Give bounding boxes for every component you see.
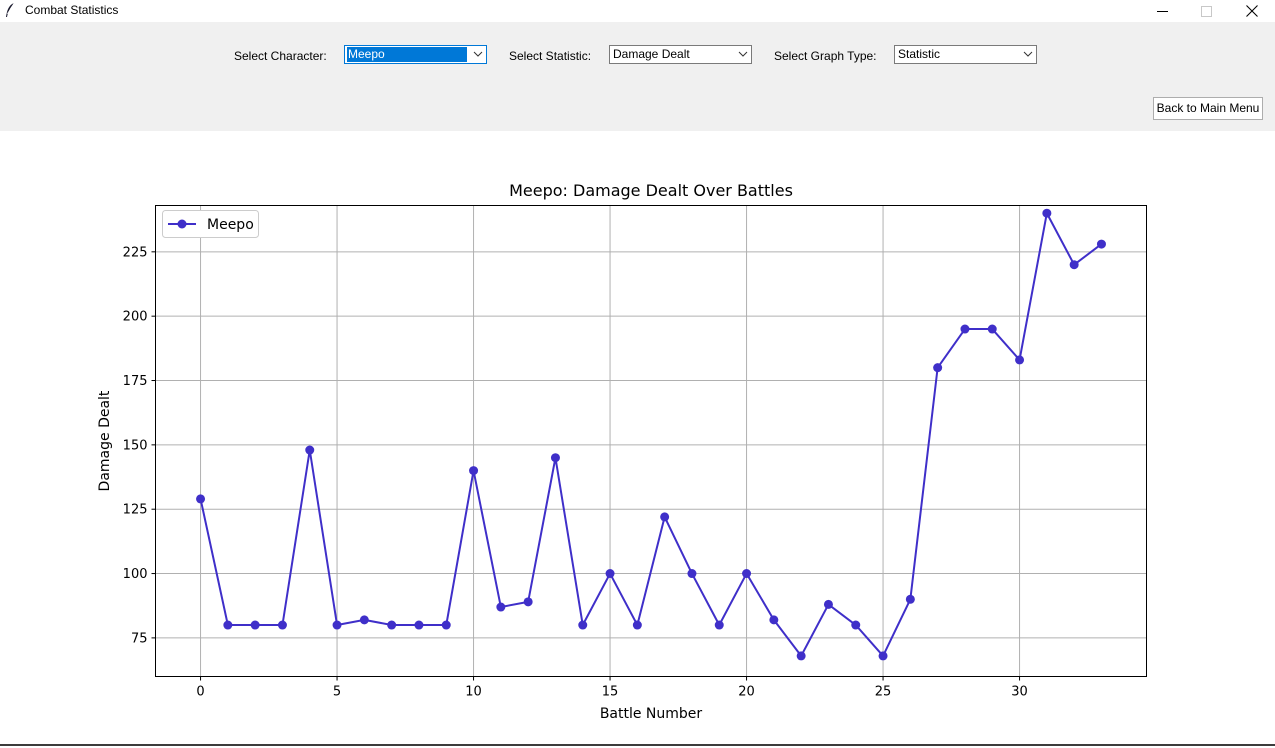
chevron-down-icon [738, 51, 748, 57]
data-point [305, 445, 315, 455]
maximize-icon [1200, 5, 1212, 17]
data-point [550, 453, 560, 463]
chart-area: Meepo: Damage Dealt Over Battles 0 5 10 15 2… [0, 131, 1275, 744]
graph-type-label: Select Graph Type: [774, 49, 877, 63]
x-axis-label: Battle Number [600, 706, 703, 722]
minimize-icon [1156, 10, 1168, 12]
character-label: Select Character: [234, 49, 327, 63]
chart-title: Meepo: Damage Dealt Over Battles [509, 181, 793, 200]
data-point [987, 324, 997, 334]
graph-type-select-value: Statistic [898, 47, 941, 61]
data-point [523, 597, 533, 607]
x-tick-label: 20 [738, 685, 755, 700]
x-tick-label: 30 [1011, 685, 1028, 700]
y-tick-label: 150 [123, 438, 148, 453]
chart-ticks: 0 5 10 15 20 25 30 75 100 125 150 175 200 225 [123, 245, 1028, 699]
window-bottom-border [0, 744, 1275, 746]
chevron-down-icon [1023, 51, 1033, 57]
data-point [578, 620, 588, 630]
line-chart: Meepo: Damage Dealt Over Battles 0 5 10 15 2… [97, 181, 1147, 722]
data-point [441, 620, 451, 630]
data-point [1015, 355, 1025, 365]
y-tick-label: 100 [123, 567, 148, 582]
graph-type-select[interactable]: Statistic [894, 45, 1037, 64]
data-point [878, 651, 888, 661]
data-point [714, 620, 724, 630]
legend-box [162, 210, 259, 238]
chevron-down-icon [473, 51, 483, 57]
data-point [250, 620, 260, 630]
y-tick-label: 200 [123, 310, 148, 325]
statistic-select[interactable]: Damage Dealt [609, 45, 752, 64]
data-point [196, 494, 206, 504]
data-point [687, 569, 697, 579]
data-point [359, 615, 369, 625]
minimize-button[interactable] [1139, 0, 1185, 22]
data-point [387, 620, 397, 630]
close-button[interactable] [1229, 0, 1275, 22]
data-point [223, 620, 233, 630]
data-point [823, 599, 833, 609]
data-point [632, 620, 642, 630]
character-select-value: Meepo [347, 47, 467, 62]
data-point [605, 569, 615, 579]
controls-panel: Select Character: Meepo Select Statistic… [0, 22, 1275, 131]
title-bar: Combat Statistics [0, 0, 1275, 22]
data-point [933, 363, 943, 373]
close-icon [1246, 5, 1258, 17]
data-point [905, 594, 915, 604]
data-point [1096, 239, 1106, 249]
y-tick-label: 125 [123, 503, 148, 518]
data-point [469, 466, 479, 476]
maximize-button[interactable] [1183, 0, 1229, 22]
statistic-select-value: Damage Dealt [613, 47, 690, 61]
data-point [414, 620, 424, 630]
x-tick-label: 10 [465, 685, 482, 700]
window-title: Combat Statistics [25, 3, 119, 17]
statistic-label: Select Statistic: [509, 49, 592, 63]
data-point [277, 620, 287, 630]
data-point [332, 620, 342, 630]
x-tick-label: 0 [196, 685, 204, 700]
data-point [1069, 260, 1079, 270]
y-tick-label: 225 [123, 245, 148, 260]
y-tick-label: 175 [123, 374, 148, 389]
data-point [1042, 208, 1052, 218]
back-to-main-menu-button[interactable]: Back to Main Menu [1153, 97, 1263, 120]
data-point [960, 324, 970, 334]
series-line [199, 212, 1103, 657]
data-point [496, 602, 506, 612]
x-tick-label: 15 [602, 685, 619, 700]
character-select[interactable]: Meepo [344, 45, 487, 64]
chart-series [196, 208, 1106, 661]
data-point [769, 615, 779, 625]
x-tick-label: 25 [875, 685, 892, 700]
data-point [851, 620, 861, 630]
data-point [742, 569, 752, 579]
legend-label: Meepo [207, 217, 254, 233]
x-tick-label: 5 [333, 685, 341, 700]
data-point [796, 651, 806, 661]
feather-icon [6, 2, 15, 17]
y-tick-label: 75 [131, 631, 148, 646]
legend-marker [177, 219, 187, 229]
y-axis-label: Damage Dealt [97, 390, 113, 491]
legend: Meepo [162, 210, 259, 238]
plot-frame [155, 205, 1147, 677]
data-point [660, 512, 670, 522]
chart-grid [155, 205, 1147, 677]
